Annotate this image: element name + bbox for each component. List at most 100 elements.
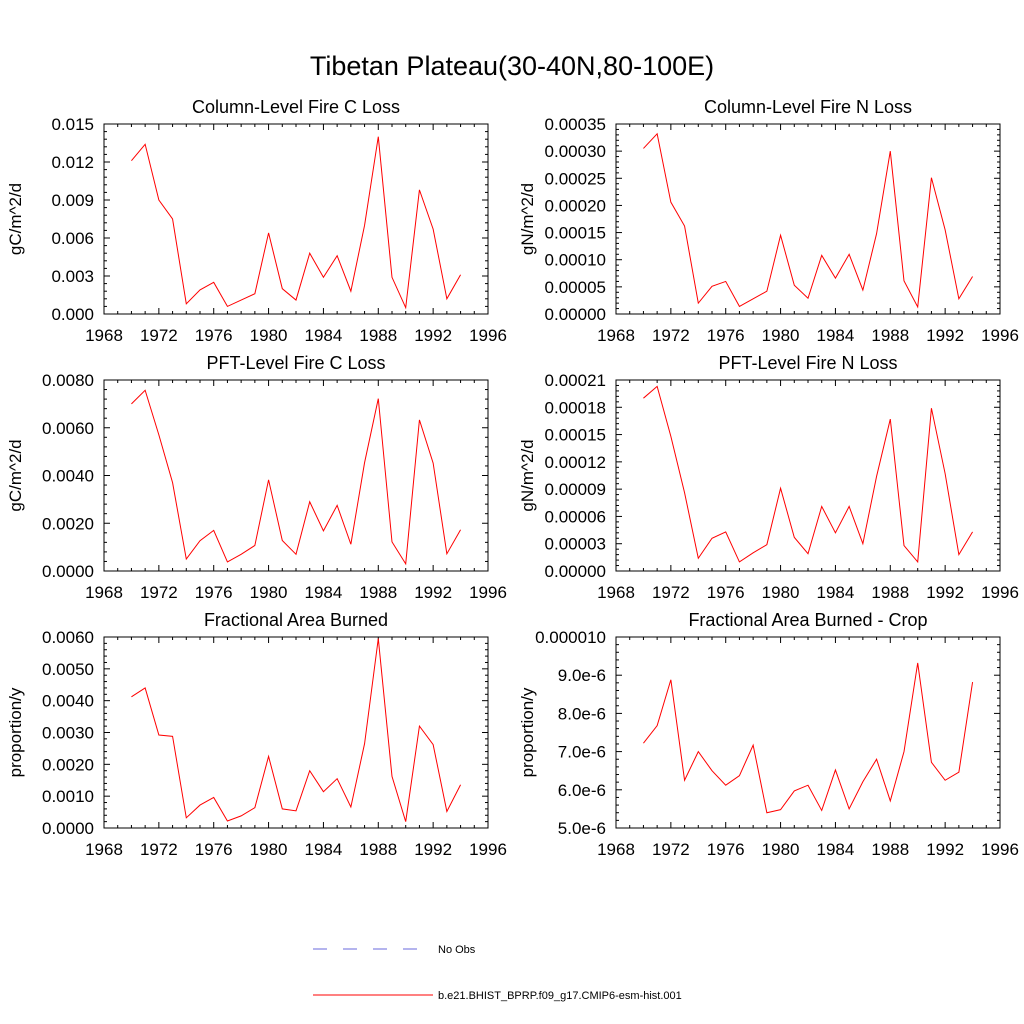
x-tick-label: 1968 bbox=[597, 840, 635, 859]
x-tick-label: 1972 bbox=[652, 840, 690, 859]
y-tick-label: 9.0e-6 bbox=[558, 666, 606, 685]
y-tick-label: 0.0080 bbox=[42, 371, 94, 390]
y-tick-label: 6.0e-6 bbox=[558, 781, 606, 800]
y-tick-label: 0.0060 bbox=[42, 628, 94, 647]
x-tick-label: 1972 bbox=[140, 326, 178, 345]
x-tick-label: 1992 bbox=[926, 840, 964, 859]
x-tick-label: 1992 bbox=[414, 326, 452, 345]
y-axis-label: gN/m^2/d bbox=[518, 439, 537, 511]
series-line-1 bbox=[131, 136, 462, 310]
legend-model-label: b.e21.BHIST_BPRP.f09_g17.CMIP6-esm-hist.… bbox=[438, 990, 682, 1002]
x-tick-label: 1992 bbox=[926, 583, 964, 602]
x-tick-label: 1980 bbox=[250, 326, 288, 345]
x-tick-label: 1980 bbox=[250, 583, 288, 602]
y-tick-label: 0.00030 bbox=[545, 142, 606, 161]
series-line-1 bbox=[643, 132, 973, 309]
x-tick-label: 1976 bbox=[195, 326, 233, 345]
panel-5: 1968 1972 1976 1980 1984 1988 1992 1996 0.0000 0.… bbox=[6, 610, 507, 859]
y-tick-label: 0.0030 bbox=[42, 724, 94, 743]
x-tick-label: 1996 bbox=[469, 840, 507, 859]
x-tick-label: 1972 bbox=[652, 583, 690, 602]
x-tick-label: 1980 bbox=[762, 326, 800, 345]
y-tick-label: 7.0e-6 bbox=[558, 743, 606, 762]
y-tick-label: 0.00003 bbox=[545, 535, 606, 554]
y-tick-label: 0.00000 bbox=[545, 305, 606, 324]
x-tick-label: 1968 bbox=[597, 583, 635, 602]
y-tick-label: 0.00010 bbox=[545, 251, 606, 270]
y-tick-label: 0.0060 bbox=[42, 419, 94, 438]
y-tick-label: 0.0050 bbox=[42, 660, 94, 679]
x-tick-label: 1988 bbox=[871, 326, 909, 345]
x-tick-label: 1988 bbox=[871, 583, 909, 602]
y-tick-label: 0.0040 bbox=[42, 692, 94, 711]
plot-frame bbox=[615, 636, 1001, 829]
panel-title: Column-Level Fire N Loss bbox=[704, 97, 912, 117]
x-tick-label: 1980 bbox=[762, 840, 800, 859]
legend: No Obs b.e21.BHIST_BPRP.f09_g17.CMIP6-es… bbox=[313, 944, 682, 1002]
y-tick-label: 0.012 bbox=[51, 153, 94, 172]
series-line-1 bbox=[643, 662, 974, 814]
y-tick-label: 0.0000 bbox=[42, 819, 94, 838]
plot-frame bbox=[103, 379, 489, 572]
series-line-1 bbox=[131, 638, 462, 822]
plot-frame bbox=[103, 636, 489, 829]
x-tick-label: 1968 bbox=[85, 583, 123, 602]
y-tick-label: 0.000 bbox=[51, 305, 94, 324]
plot-frame bbox=[103, 123, 489, 315]
x-tick-label: 1972 bbox=[140, 840, 178, 859]
x-tick-label: 1984 bbox=[817, 326, 855, 345]
x-tick-label: 1976 bbox=[707, 583, 745, 602]
x-tick-label: 1976 bbox=[707, 840, 745, 859]
panel-6: 1968 1972 1976 1980 1984 1988 1992 1996 5.0e-6 6.… bbox=[518, 610, 1019, 859]
y-tick-label: 5.0e-6 bbox=[558, 819, 606, 838]
panel-title: Column-Level Fire C Loss bbox=[192, 97, 400, 117]
x-tick-label: 1992 bbox=[926, 326, 964, 345]
y-axis-label: proportion/y bbox=[6, 687, 25, 777]
y-tick-label: 0.0010 bbox=[42, 787, 94, 806]
y-axis-label: gC/m^2/d bbox=[6, 183, 25, 255]
figure-title: Tibetan Plateau(30-40N,80-100E) bbox=[310, 51, 714, 81]
x-tick-label: 1996 bbox=[981, 326, 1019, 345]
panels: 1968 1972 1976 1980 1984 1988 1992 1996 0.000 0.0… bbox=[6, 97, 1019, 859]
y-tick-label: 0.00015 bbox=[545, 224, 606, 243]
y-tick-label: 0.00025 bbox=[545, 169, 606, 188]
y-tick-label: 0.003 bbox=[51, 267, 94, 286]
x-tick-label: 1968 bbox=[597, 326, 635, 345]
y-tick-label: 0.0000 bbox=[42, 562, 94, 581]
y-tick-label: 0.00021 bbox=[545, 371, 606, 390]
y-tick-label: 0.015 bbox=[51, 115, 94, 134]
x-tick-label: 1996 bbox=[981, 583, 1019, 602]
x-tick-label: 1996 bbox=[469, 326, 507, 345]
panel-title: Fractional Area Burned bbox=[204, 610, 388, 630]
x-tick-label: 1984 bbox=[817, 583, 855, 602]
x-tick-label: 1984 bbox=[305, 583, 343, 602]
y-tick-label: 0.00000 bbox=[545, 562, 606, 581]
y-axis-label: gN/m^2/d bbox=[518, 183, 537, 255]
x-tick-label: 1980 bbox=[762, 583, 800, 602]
panel-3: 1968 1972 1976 1980 1984 1988 1992 1996 0.0000 0.… bbox=[6, 353, 507, 602]
x-tick-label: 1976 bbox=[707, 326, 745, 345]
panel-title: Fractional Area Burned - Crop bbox=[688, 610, 927, 630]
y-tick-label: 0.00009 bbox=[545, 480, 606, 499]
legend-no-obs-label: No Obs bbox=[438, 944, 476, 956]
panel-4: 1968 1972 1976 1980 1984 1988 1992 1996 0.00000 0… bbox=[518, 353, 1019, 602]
y-tick-label: 0.00012 bbox=[545, 453, 606, 472]
y-tick-label: 0.000010 bbox=[535, 628, 606, 647]
x-tick-label: 1992 bbox=[414, 583, 452, 602]
x-tick-label: 1992 bbox=[414, 840, 452, 859]
x-tick-label: 1984 bbox=[305, 326, 343, 345]
y-tick-label: 0.0040 bbox=[42, 467, 94, 486]
x-tick-label: 1988 bbox=[359, 840, 397, 859]
x-tick-label: 1968 bbox=[85, 326, 123, 345]
y-axis-label: proportion/y bbox=[518, 687, 537, 777]
panel-title: PFT-Level Fire N Loss bbox=[718, 353, 897, 373]
y-tick-label: 8.0e-6 bbox=[558, 704, 606, 723]
x-tick-label: 1984 bbox=[305, 840, 343, 859]
y-tick-label: 0.0020 bbox=[42, 514, 94, 533]
y-tick-label: 0.00006 bbox=[545, 507, 606, 526]
x-tick-label: 1968 bbox=[85, 840, 123, 859]
y-tick-label: 0.00018 bbox=[545, 398, 606, 417]
panel-2: 1968 1972 1976 1980 1984 1988 1992 1996 0.00000 0… bbox=[518, 97, 1019, 345]
x-tick-label: 1972 bbox=[140, 583, 178, 602]
